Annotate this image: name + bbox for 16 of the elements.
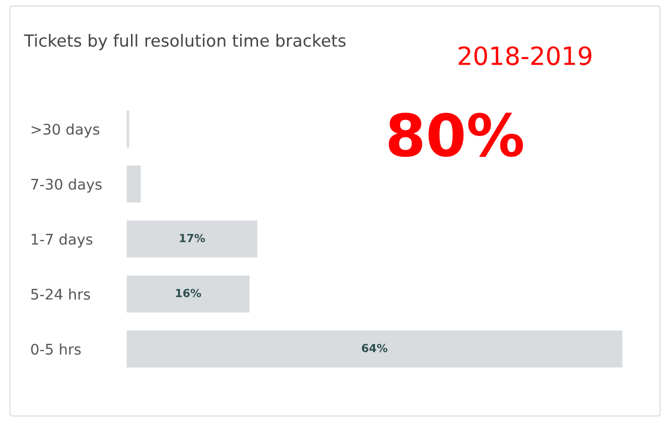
bar [126, 109, 131, 149]
data-label: 17% [180, 234, 205, 242]
bar [126, 164, 142, 204]
chart-title: Tickets by full resolution time brackets [24, 34, 346, 50]
text: 2018-2019 [458, 46, 592, 66]
data-label: 16% [176, 288, 202, 298]
data-label: 64% [362, 344, 388, 352]
y-tick-label: >30 days [32, 123, 100, 138]
y-tick-label: 7-30 days [31, 178, 102, 193]
y-tick-label: 1-7 days [32, 233, 92, 248]
annotation: 80% [388, 112, 523, 157]
bar [126, 219, 259, 259]
bar [126, 274, 251, 314]
bar [126, 329, 623, 369]
y-tick-label: 5-24 hrs [31, 288, 90, 300]
y-tick-label: 0-5 hrs [31, 343, 81, 355]
